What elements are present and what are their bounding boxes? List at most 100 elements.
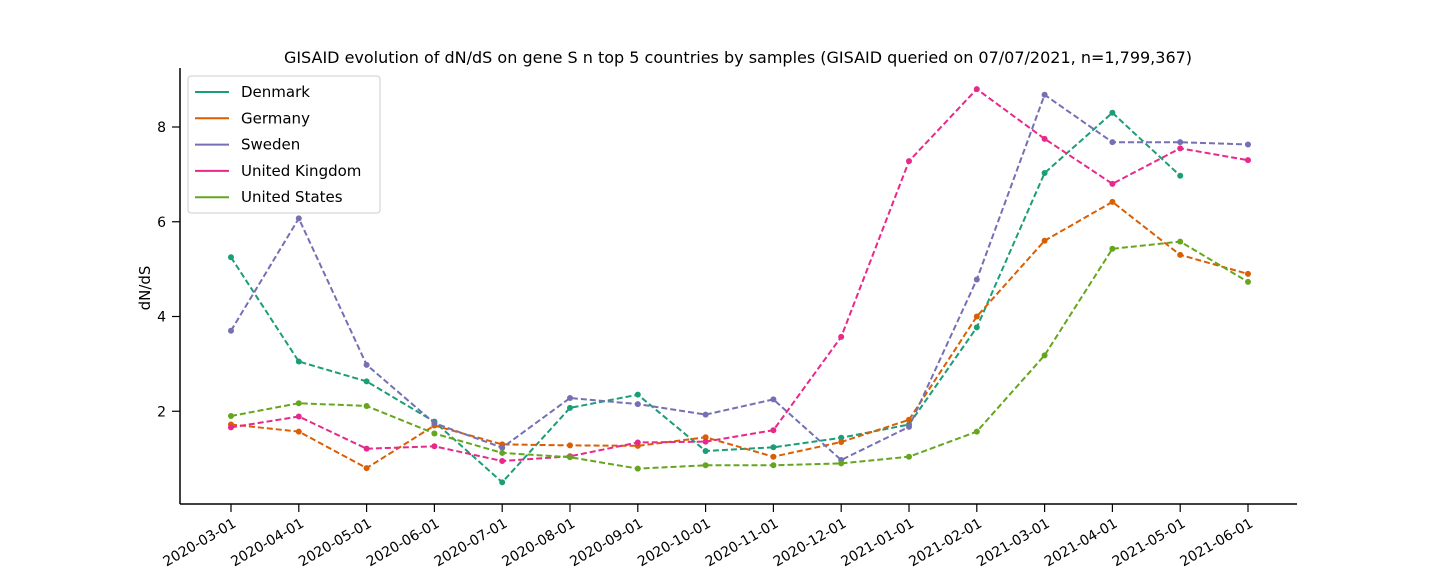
x-tick-label: 2020-10-01 (635, 516, 713, 571)
data-point-united-states (838, 460, 845, 467)
x-tick-label: 2020-05-01 (296, 516, 374, 571)
x-tick-label: 2020-07-01 (432, 516, 510, 571)
y-axis-ticks: 2 4 6 8 (157, 120, 180, 420)
data-point-sweden (973, 276, 980, 283)
data-point-sweden (906, 423, 912, 430)
data-point-sweden (1109, 139, 1116, 146)
data-point-germany (1177, 251, 1184, 258)
data-point-sweden (1177, 139, 1184, 146)
data-point-denmark (1041, 169, 1048, 176)
data-point-sweden (363, 361, 370, 368)
data-point-sweden (702, 411, 709, 418)
data-point-united-states (634, 465, 641, 472)
y-tick-label: 2 (157, 404, 166, 420)
x-tick-label: 2020-09-01 (567, 516, 645, 571)
data-point-denmark (973, 324, 980, 331)
data-point-sweden (567, 394, 573, 401)
x-tick-label: 2021-05-01 (1110, 516, 1188, 571)
data-point-germany (567, 442, 573, 449)
data-point-denmark (1109, 109, 1116, 116)
data-point-united-states (363, 403, 370, 410)
legend-box (187, 75, 381, 214)
data-point-united-states (295, 400, 302, 407)
x-tick-label: 2021-06-01 (1178, 516, 1256, 571)
data-point-united-kingdom (906, 158, 912, 165)
data-point-united-kingdom (702, 438, 709, 445)
data-point-germany (363, 465, 370, 472)
data-point-united-kingdom (1177, 145, 1184, 152)
data-point-united-kingdom (431, 443, 438, 450)
series-line-sweden (230, 93, 1249, 462)
y-axis-label: dN/dS (136, 266, 154, 311)
data-point-united-kingdom (770, 427, 777, 434)
legend-label-united-states: United States (241, 188, 343, 206)
data-point-denmark (770, 444, 777, 451)
y-tick-label: 8 (157, 120, 166, 136)
data-point-sweden (295, 215, 302, 222)
data-point-sweden (1041, 91, 1048, 98)
legend-label-germany: Germany (241, 109, 310, 127)
data-point-sweden (228, 327, 234, 334)
data-point-denmark (499, 479, 506, 486)
x-tick-label: 2020-11-01 (703, 516, 781, 571)
legend-label-sweden: Sweden (241, 136, 300, 154)
data-point-germany (973, 313, 980, 320)
x-tick-label: 2020-04-01 (228, 516, 306, 571)
data-point-sweden (634, 401, 641, 408)
data-point-denmark (838, 434, 845, 441)
data-point-united-states (1245, 278, 1251, 285)
legend: Denmark Germany Sweden United Kingdom United… (187, 75, 381, 214)
data-point-denmark (1177, 172, 1184, 179)
x-tick-label: 2021-03-01 (974, 516, 1052, 571)
data-point-denmark (634, 391, 641, 398)
data-point-united-states (431, 430, 438, 437)
x-tick-label: 2020-06-01 (364, 516, 442, 571)
data-point-germany (906, 416, 912, 423)
data-point-germany (1041, 237, 1048, 244)
data-point-germany (770, 453, 777, 460)
y-tick-label: 6 (157, 215, 166, 231)
x-tick-label: 2020-08-01 (500, 516, 578, 571)
data-point-united-kingdom (1109, 180, 1116, 187)
y-tick-label: 4 (157, 310, 166, 326)
data-point-united-kingdom (1245, 157, 1251, 164)
x-tick-label: 2020-12-01 (771, 516, 849, 571)
data-point-united-kingdom (295, 413, 302, 420)
data-point-united-states (499, 449, 506, 456)
data-point-germany (1109, 198, 1116, 205)
data-point-united-kingdom (973, 86, 980, 93)
series-line-united-states (230, 240, 1249, 470)
data-point-denmark (702, 448, 709, 455)
data-point-united-kingdom (499, 457, 506, 464)
data-point-sweden (1245, 141, 1251, 148)
data-point-united-states (228, 412, 234, 419)
legend-label-denmark: Denmark (241, 83, 310, 101)
x-tick-label: 2021-04-01 (1042, 516, 1120, 571)
data-point-sweden (770, 396, 777, 403)
x-tick-label: 2020-03-01 (161, 516, 239, 571)
data-point-germany (838, 439, 845, 446)
x-tick-label: 2021-01-01 (839, 516, 917, 571)
data-point-denmark (567, 404, 573, 411)
data-point-denmark (363, 378, 370, 385)
x-axis-ticks: 2020-03-012020-04-012020-05-012020-06-01… (161, 504, 1256, 570)
data-point-united-kingdom (363, 445, 370, 452)
data-point-sweden (499, 444, 506, 451)
data-point-united-kingdom (634, 439, 641, 446)
data-point-germany (702, 434, 709, 441)
data-point-united-states (906, 453, 912, 460)
data-point-united-states (1109, 245, 1116, 252)
data-point-united-states (702, 462, 709, 469)
data-point-germany (295, 428, 302, 435)
data-point-united-states (770, 462, 777, 469)
legend-label-united-kingdom: United Kingdom (241, 162, 361, 180)
series-line-united-kingdom (230, 87, 1249, 463)
data-point-germany (1245, 270, 1251, 277)
data-point-united-states (973, 428, 980, 435)
chart-title: GISAID evolution of dN/dS on gene S n to… (284, 48, 1192, 67)
series-line-germany (230, 200, 1249, 470)
x-tick-label: 2021-02-01 (906, 516, 984, 571)
data-point-united-kingdom (228, 424, 234, 431)
data-point-sweden (431, 420, 438, 427)
